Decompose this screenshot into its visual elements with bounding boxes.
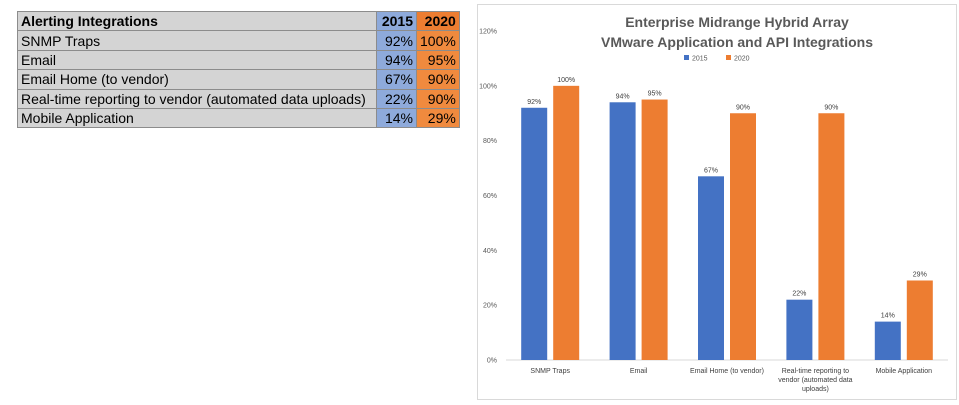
- table-row: Real-time reporting to vendor (automated…: [17, 88, 460, 109]
- table-header-2015: 2015: [376, 10, 417, 32]
- table-row: Email 94% 95%: [17, 49, 460, 71]
- table-cell-2020: 90%: [416, 88, 460, 109]
- data-label: 90%: [824, 104, 838, 111]
- table-row: Mobile Application 14% 29%: [17, 107, 460, 129]
- chart-title-line: VMware Application and API Integrations: [601, 34, 873, 50]
- y-tick-label: 60%: [483, 193, 497, 200]
- data-label: 92%: [527, 99, 541, 106]
- y-tick-label: 120%: [479, 29, 497, 36]
- table-cell-2020: 90%: [416, 69, 460, 90]
- data-label: 90%: [736, 104, 750, 111]
- table-cell-label: SNMP Traps: [17, 30, 377, 51]
- x-category-label: Email: [630, 368, 648, 375]
- table-cell-2015: 22%: [376, 88, 417, 109]
- bar-2020: [641, 99, 668, 361]
- table-cell-label: Email Home (to vendor): [17, 69, 377, 90]
- table-row: SNMP Traps 92% 100%: [17, 30, 460, 51]
- bar-2015: [609, 102, 636, 361]
- table-cell-2015: 14%: [376, 107, 417, 129]
- bar-2015: [786, 299, 813, 360]
- legend-swatch: [684, 55, 689, 60]
- table-header-2020: 2020: [416, 10, 460, 32]
- chart-container: Enterprise Midrange Hybrid Array VMware A…: [477, 4, 957, 400]
- table-cell-2015: 67%: [376, 69, 417, 90]
- data-label: 22%: [792, 291, 806, 298]
- data-label: 94%: [616, 93, 630, 100]
- table-header-label: Alerting Integrations: [17, 10, 377, 32]
- bar-2020: [553, 85, 580, 360]
- data-label: 29%: [913, 271, 927, 278]
- bar-chart: Enterprise Midrange Hybrid Array VMware A…: [479, 14, 948, 393]
- bar-2020: [730, 113, 756, 360]
- bar-2015: [698, 176, 724, 360]
- bar-2020: [818, 113, 845, 360]
- x-category-label: uploads): [802, 386, 829, 393]
- table-cell-label: Mobile Application: [17, 107, 377, 129]
- x-category-label: Real-time reporting to: [782, 368, 849, 375]
- chart-title-line: Enterprise Midrange Hybrid Array: [625, 14, 849, 30]
- data-label: 67%: [704, 167, 718, 174]
- y-tick-label: 100%: [479, 83, 497, 90]
- data-label: 100%: [557, 77, 575, 84]
- x-category-label: SNMP Traps: [530, 368, 570, 375]
- table-header-row: Alerting Integrations 2015 2020: [17, 10, 460, 32]
- y-tick-label: 40%: [483, 248, 497, 255]
- legend-swatch: [726, 55, 731, 60]
- y-tick-label: 80%: [483, 138, 497, 145]
- y-tick-label: 20%: [483, 303, 497, 310]
- x-category-label: vendor (automated data: [778, 377, 852, 384]
- legend-label: 2020: [734, 56, 750, 63]
- data-label: 95%: [648, 91, 662, 98]
- table-cell-2020: 95%: [416, 49, 460, 71]
- table-cell-2015: 92%: [376, 30, 417, 51]
- alerting-integrations-table: Alerting Integrations 2015 2020 SNMP Tra…: [17, 10, 460, 129]
- data-label: 14%: [881, 313, 895, 320]
- bar-2020: [906, 280, 933, 360]
- bar-2015: [874, 321, 901, 360]
- x-category-label: Mobile Application: [876, 368, 933, 375]
- table-cell-label: Real-time reporting to vendor (automated…: [17, 88, 377, 109]
- table-cell-2015: 94%: [376, 49, 417, 71]
- legend-label: 2015: [692, 56, 708, 63]
- y-tick-label: 0%: [487, 358, 497, 365]
- table-row: Email Home (to vendor) 67% 90%: [17, 69, 460, 90]
- table-cell-2020: 29%: [416, 107, 460, 129]
- x-category-label: Email Home (to vendor): [690, 368, 764, 375]
- bar-2015: [521, 107, 548, 361]
- table-cell-label: Email: [17, 49, 377, 71]
- table-cell-2020: 100%: [416, 30, 460, 51]
